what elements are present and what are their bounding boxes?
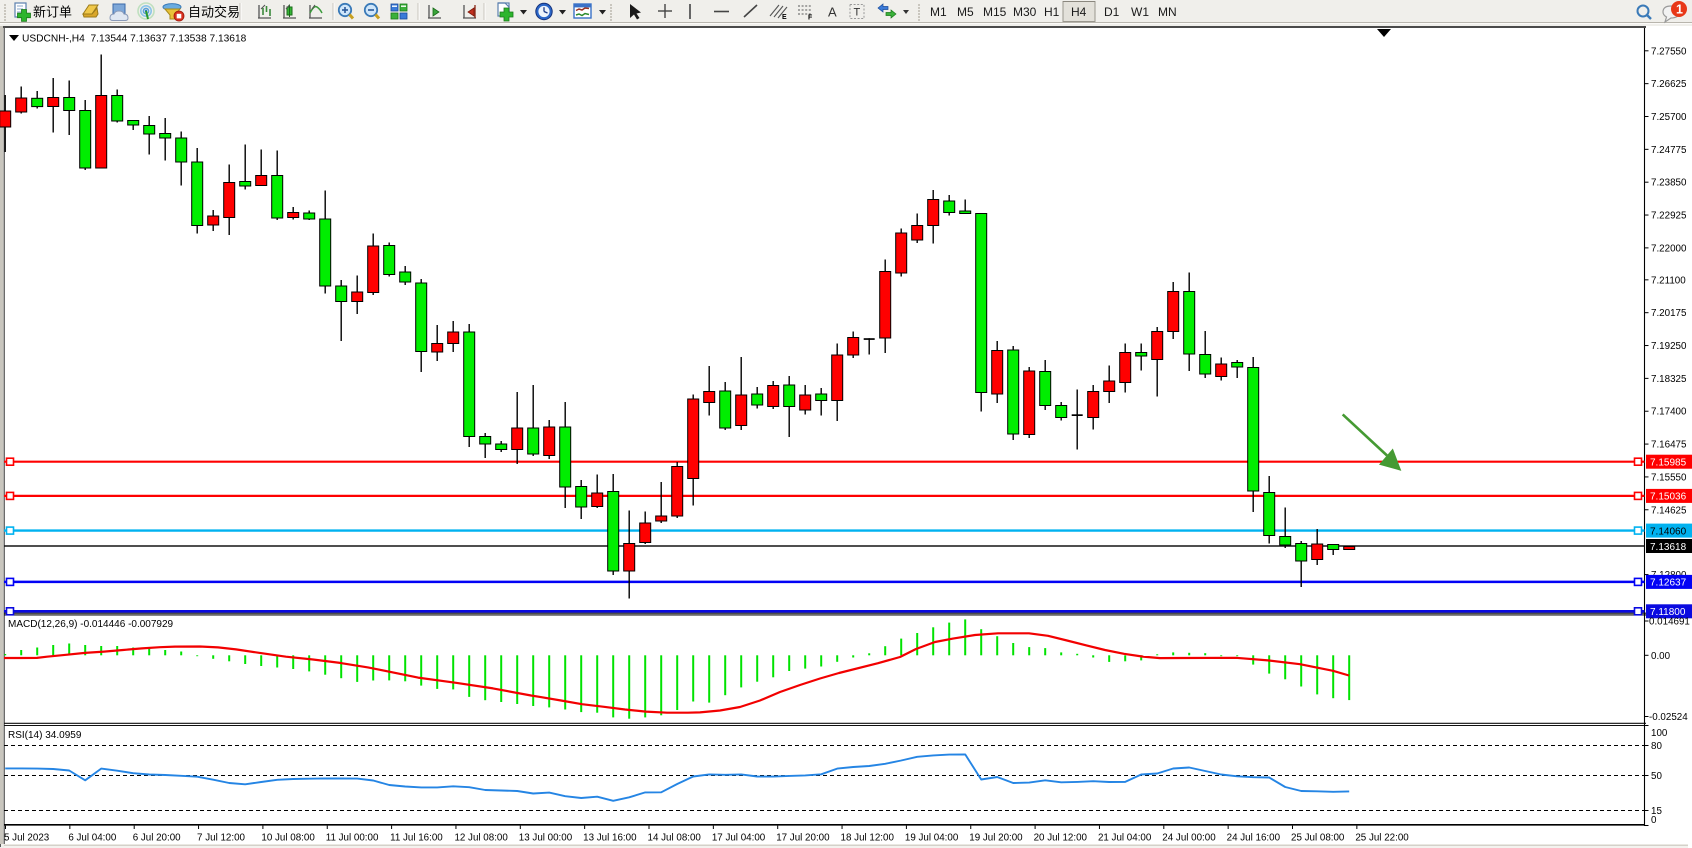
svg-text:7.22925: 7.22925	[1651, 211, 1687, 222]
svg-text:USDCNH-,H4 7.13544 7.13637 7.: USDCNH-,H4 7.13544 7.13637 7.13538 7.136…	[22, 34, 247, 45]
svg-text:M1: M1	[930, 5, 947, 19]
svg-text:7.15985: 7.15985	[1650, 458, 1687, 469]
svg-text:7.21100: 7.21100	[1651, 275, 1686, 286]
svg-text:M5: M5	[957, 5, 974, 19]
svg-text:50: 50	[1651, 771, 1662, 782]
svg-text:M30: M30	[1013, 5, 1037, 19]
svg-text:7.13618: 7.13618	[1650, 542, 1687, 553]
svg-text:17 Jul 04:00: 17 Jul 04:00	[712, 833, 766, 844]
svg-text:10 Jul 08:00: 10 Jul 08:00	[261, 833, 315, 844]
svg-text:15: 15	[1651, 806, 1662, 817]
svg-text:新订单: 新订单	[33, 5, 72, 20]
svg-text:80: 80	[1651, 741, 1662, 752]
svg-text:7.27550: 7.27550	[1651, 46, 1687, 57]
svg-text:自动交易: 自动交易	[188, 5, 240, 20]
svg-text:14 Jul 08:00: 14 Jul 08:00	[648, 833, 702, 844]
svg-text:5 Jul 2023: 5 Jul 2023	[4, 833, 50, 844]
svg-text:7.24775: 7.24775	[1651, 145, 1687, 156]
svg-text:11 Jul 16:00: 11 Jul 16:00	[390, 833, 443, 844]
svg-text:1: 1	[1676, 3, 1683, 17]
svg-text:0: 0	[1651, 815, 1657, 826]
svg-text:MACD(12,26,9) -0.014446 -0.007: MACD(12,26,9) -0.014446 -0.007929	[8, 619, 174, 630]
svg-text:H1: H1	[1044, 5, 1060, 19]
svg-text:13 Jul 00:00: 13 Jul 00:00	[519, 833, 573, 844]
svg-text:0.014691: 0.014691	[1649, 617, 1690, 628]
svg-text:MN: MN	[1158, 5, 1177, 19]
svg-text:21 Jul 04:00: 21 Jul 04:00	[1098, 833, 1152, 844]
svg-text:M15: M15	[983, 5, 1007, 19]
svg-text:H4: H4	[1071, 5, 1087, 19]
svg-text:6 Jul 04:00: 6 Jul 04:00	[68, 833, 116, 844]
svg-text:7.11800: 7.11800	[1650, 607, 1686, 618]
svg-text:7.26625: 7.26625	[1651, 79, 1687, 90]
svg-text:18 Jul 12:00: 18 Jul 12:00	[841, 833, 895, 844]
svg-text:7.14625: 7.14625	[1651, 505, 1687, 516]
svg-text:W1: W1	[1131, 5, 1149, 19]
svg-text:24 Jul 16:00: 24 Jul 16:00	[1227, 833, 1281, 844]
svg-text:F: F	[808, 15, 813, 22]
svg-text:25 Jul 22:00: 25 Jul 22:00	[1355, 833, 1409, 844]
svg-text:7.17400: 7.17400	[1651, 407, 1687, 418]
svg-text:19 Jul 04:00: 19 Jul 04:00	[905, 833, 959, 844]
svg-text:7.25700: 7.25700	[1651, 112, 1687, 123]
svg-text:A: A	[828, 5, 837, 20]
svg-text:T: T	[854, 7, 861, 19]
svg-text:24 Jul 00:00: 24 Jul 00:00	[1162, 833, 1216, 844]
svg-text:7.12637: 7.12637	[1650, 578, 1687, 589]
svg-text:E: E	[782, 14, 787, 21]
svg-text:7.14060: 7.14060	[1650, 526, 1687, 537]
svg-text:100: 100	[1651, 728, 1668, 739]
svg-text:13 Jul 16:00: 13 Jul 16:00	[583, 833, 637, 844]
svg-text:-0.02524: -0.02524	[1649, 712, 1688, 723]
svg-text:7.18325: 7.18325	[1651, 374, 1687, 385]
svg-text:17 Jul 20:00: 17 Jul 20:00	[776, 833, 830, 844]
svg-text:7.15550: 7.15550	[1651, 472, 1687, 483]
svg-text:25 Jul 08:00: 25 Jul 08:00	[1291, 833, 1345, 844]
svg-text:7 Jul 12:00: 7 Jul 12:00	[197, 833, 245, 844]
svg-text:6 Jul 20:00: 6 Jul 20:00	[133, 833, 181, 844]
svg-text:7.15036: 7.15036	[1650, 492, 1687, 503]
svg-text:11 Jul 00:00: 11 Jul 00:00	[326, 833, 379, 844]
svg-text:7.22000: 7.22000	[1651, 243, 1687, 254]
svg-text:7.19250: 7.19250	[1651, 341, 1687, 352]
svg-text:RSI(14) 34.0959: RSI(14) 34.0959	[8, 730, 82, 741]
svg-text:12 Jul 08:00: 12 Jul 08:00	[454, 833, 508, 844]
svg-text:7.23850: 7.23850	[1651, 178, 1687, 189]
svg-text:D1: D1	[1104, 5, 1120, 19]
svg-text:0.00: 0.00	[1651, 651, 1671, 662]
svg-text:7.20175: 7.20175	[1651, 308, 1687, 319]
svg-text:19 Jul 20:00: 19 Jul 20:00	[969, 833, 1023, 844]
svg-text:20 Jul 12:00: 20 Jul 12:00	[1034, 833, 1088, 844]
svg-text:7.16475: 7.16475	[1651, 440, 1687, 451]
